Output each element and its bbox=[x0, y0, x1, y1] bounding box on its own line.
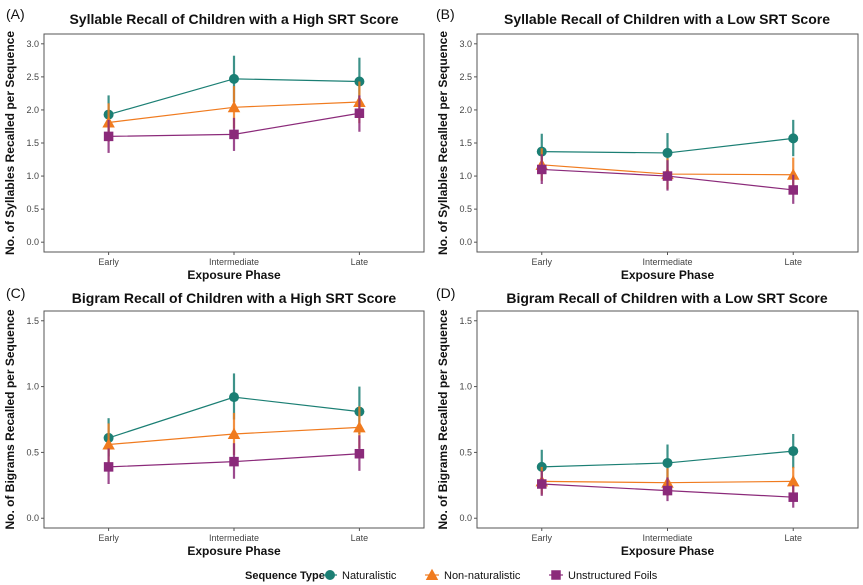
panel-title: Bigram Recall of Children with a High SR… bbox=[72, 290, 397, 306]
y-tick-label: 1.5 bbox=[459, 316, 472, 326]
chart-panel-a: (A) Syllable Recall of Children with a Hi… bbox=[3, 6, 425, 282]
y-tick-label: 0.5 bbox=[26, 204, 39, 214]
x-tick-label: Late bbox=[784, 533, 802, 543]
legend-title: Sequence Type bbox=[245, 570, 325, 582]
panel-title: Syllable Recall of Children with a Low S… bbox=[504, 11, 830, 27]
y-tick-label: 0.5 bbox=[459, 204, 472, 214]
data-point bbox=[103, 462, 114, 472]
legend-marker bbox=[325, 570, 335, 580]
x-tick-label: Late bbox=[351, 533, 369, 543]
data-point bbox=[788, 492, 798, 502]
y-tick-label: 1.5 bbox=[26, 138, 39, 148]
y-axis-title: No. of Syllables Recalled per Sequence bbox=[436, 31, 450, 255]
x-tick-label: Intermediate bbox=[642, 257, 692, 267]
y-tick-label: 0.0 bbox=[26, 237, 39, 247]
y-tick-label: 0.5 bbox=[459, 447, 472, 457]
x-tick-label: Early bbox=[532, 533, 553, 543]
y-axis-title: No. of Bigrams Recalled per Sequence bbox=[3, 309, 17, 529]
data-point bbox=[229, 129, 239, 140]
panel-label: (D) bbox=[436, 285, 455, 301]
y-tick-label: 1.0 bbox=[459, 171, 472, 181]
x-tick-label: Intermediate bbox=[642, 533, 692, 543]
legend-entry-label: Non-naturalistic bbox=[444, 570, 521, 582]
legend-entry-label: Naturalistic bbox=[342, 570, 397, 582]
chart-panel-d: (D) Bigram Recall of Children with a Low … bbox=[436, 285, 859, 558]
y-tick-label: 1.0 bbox=[459, 382, 472, 392]
x-axis-title: Exposure Phase bbox=[187, 544, 281, 558]
data-point bbox=[354, 108, 365, 118]
y-tick-label: 0.0 bbox=[26, 513, 39, 523]
data-point bbox=[537, 479, 547, 489]
x-axis-title: Exposure Phase bbox=[621, 268, 715, 282]
y-tick-label: 1.0 bbox=[26, 171, 39, 181]
legend-marker bbox=[551, 570, 561, 580]
series-naturalistic bbox=[103, 373, 365, 457]
y-tick-label: 0.5 bbox=[26, 447, 39, 457]
data-point bbox=[354, 448, 365, 459]
y-tick-label: 2.5 bbox=[26, 72, 39, 82]
y-tick-label: 1.0 bbox=[26, 382, 39, 392]
series-unstructured-foils bbox=[537, 470, 798, 508]
x-tick-label: Intermediate bbox=[209, 533, 259, 543]
x-axis-title: Exposure Phase bbox=[187, 268, 281, 282]
x-tick-label: Late bbox=[784, 257, 802, 267]
data-point bbox=[229, 392, 239, 403]
legend-entry-label: Unstructured Foils bbox=[568, 570, 658, 582]
y-tick-label: 2.0 bbox=[459, 105, 472, 115]
x-tick-label: Early bbox=[532, 257, 553, 267]
x-tick-label: Late bbox=[351, 257, 369, 267]
y-tick-label: 0.0 bbox=[459, 513, 472, 523]
x-axis-title: Exposure Phase bbox=[621, 544, 715, 558]
panel-title: Syllable Recall of Children with a High … bbox=[69, 11, 398, 27]
y-tick-label: 1.5 bbox=[459, 138, 472, 148]
data-point bbox=[537, 164, 547, 175]
data-point bbox=[229, 456, 239, 467]
y-axis-title: No. of Syllables Recalled per Sequence bbox=[3, 31, 17, 255]
data-point bbox=[788, 133, 799, 144]
data-point bbox=[788, 446, 799, 457]
y-tick-label: 2.0 bbox=[26, 105, 39, 115]
data-point bbox=[662, 457, 673, 468]
y-tick-label: 0.0 bbox=[459, 237, 472, 247]
y-tick-label: 3.0 bbox=[26, 39, 39, 49]
data-point bbox=[227, 101, 241, 113]
panel-label: (A) bbox=[6, 6, 25, 22]
data-point bbox=[229, 73, 239, 84]
y-tick-label: 1.5 bbox=[26, 316, 39, 326]
y-axis-title: No. of Bigrams Recalled per Sequence bbox=[436, 309, 450, 529]
y-tick-label: 3.0 bbox=[459, 39, 472, 49]
data-point bbox=[227, 427, 241, 439]
chart-panel-c: (C) Bigram Recall of Children with a High… bbox=[3, 285, 425, 558]
series-unstructured-foils bbox=[103, 95, 365, 153]
legend: Sequence Type Naturalistic Non-naturalisti… bbox=[245, 568, 658, 582]
panel-label: (C) bbox=[6, 285, 25, 301]
data-point bbox=[662, 171, 673, 181]
x-tick-label: Early bbox=[98, 257, 119, 267]
x-tick-label: Early bbox=[98, 533, 119, 543]
data-point bbox=[103, 131, 114, 142]
panel-label: (B) bbox=[436, 6, 455, 22]
series-unstructured-foils bbox=[537, 154, 798, 204]
data-point bbox=[786, 168, 800, 180]
data-point bbox=[353, 421, 366, 433]
series-unstructured-foils bbox=[103, 435, 365, 485]
legend-marker bbox=[425, 568, 439, 580]
data-point bbox=[102, 438, 115, 450]
panel-title: Bigram Recall of Children with a Low SRT… bbox=[506, 290, 827, 306]
data-point bbox=[662, 485, 673, 496]
y-tick-label: 2.5 bbox=[459, 72, 472, 82]
chart-panel-b: (B) Syllable Recall of Children with a Lo… bbox=[436, 6, 859, 282]
series-naturalistic bbox=[536, 119, 799, 171]
data-point bbox=[662, 147, 673, 158]
x-tick-label: Intermediate bbox=[209, 257, 259, 267]
data-point bbox=[786, 475, 800, 487]
data-point bbox=[788, 185, 798, 195]
